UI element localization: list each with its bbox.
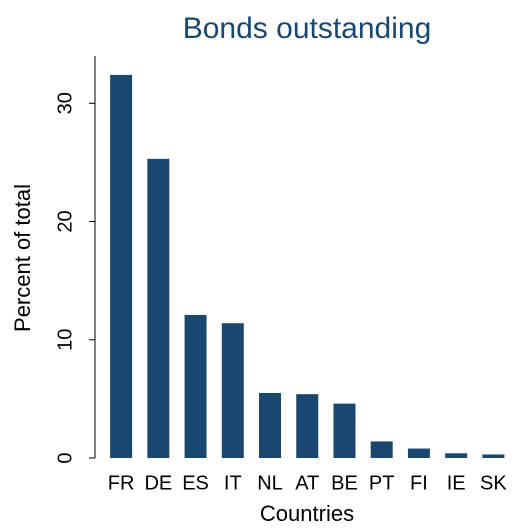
bar (370, 441, 393, 458)
chart-title: Bonds outstanding (183, 12, 432, 45)
bar (259, 392, 282, 458)
y-tick-label: 30 (54, 92, 76, 114)
bar (184, 314, 207, 458)
x-tick-label: IT (224, 472, 242, 494)
bar (445, 453, 468, 458)
bar (221, 323, 244, 458)
x-tick-label: ES (182, 472, 209, 494)
bar (110, 74, 133, 458)
bar (407, 448, 430, 458)
x-tick-label: DE (144, 472, 172, 494)
x-tick-label: FR (108, 472, 135, 494)
x-tick-label: IE (447, 472, 466, 494)
y-axis-title: Percent of total (10, 184, 35, 332)
bar (333, 403, 356, 458)
x-tick-label: SK (480, 472, 507, 494)
y-tick-label: 0 (54, 452, 76, 463)
y-tick-label: 10 (54, 329, 76, 351)
bar (482, 454, 505, 458)
bar (147, 158, 170, 459)
bar (296, 394, 319, 458)
x-tick-label: AT (295, 472, 319, 494)
x-tick-label: NL (257, 472, 283, 494)
x-tick-label: FI (410, 472, 428, 494)
x-axis-title: Countries (260, 501, 354, 526)
y-tick-label: 20 (54, 210, 76, 232)
x-tick-label: BE (331, 472, 358, 494)
x-tick-label: PT (369, 472, 395, 494)
